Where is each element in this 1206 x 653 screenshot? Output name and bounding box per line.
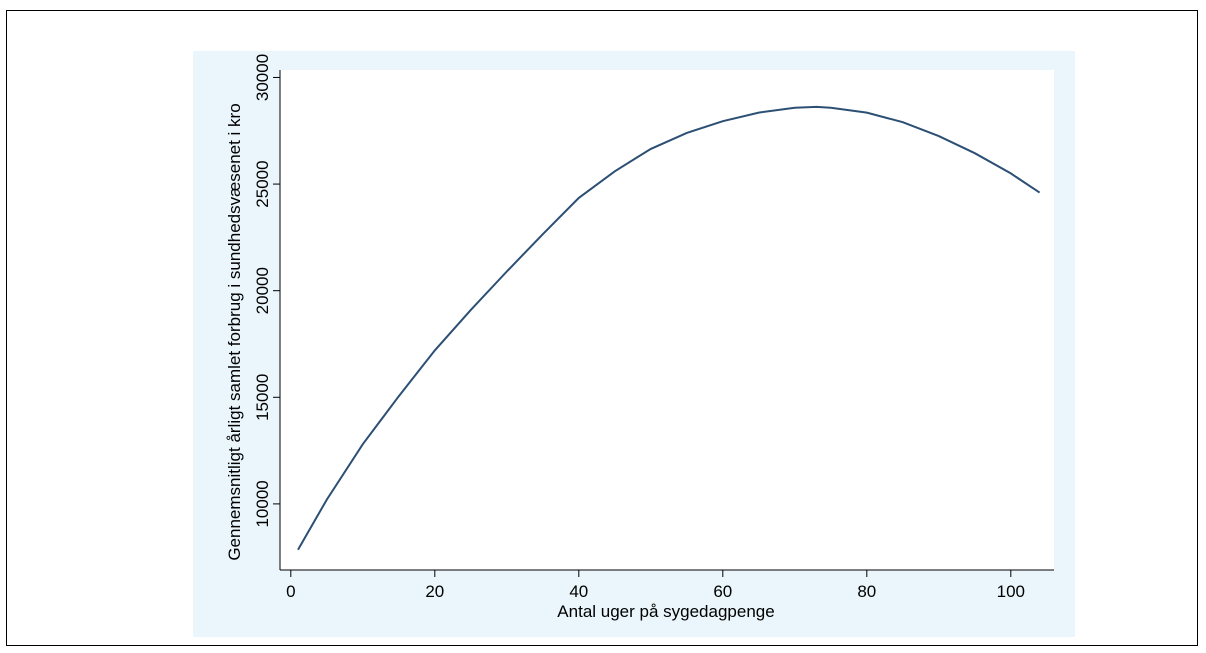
x-tick-label: 80 (857, 582, 876, 601)
x-tick-label: 20 (425, 582, 444, 601)
x-tick-label: 60 (713, 582, 732, 601)
y-tick-label: 15000 (253, 374, 272, 421)
y-tick-label: 30000 (253, 54, 272, 101)
x-axis-label: Antal uger på sygedagpenge (557, 602, 774, 621)
y-tick-label: 10000 (253, 480, 272, 527)
x-tick-label: 0 (286, 582, 295, 601)
x-tick-label: 100 (997, 582, 1025, 601)
series-line (297, 105, 1041, 551)
y-axis-label: Gennemsnitligt årligt samlet forbrug i s… (225, 103, 244, 560)
x-tick-label: 40 (569, 582, 588, 601)
y-tick-label: 20000 (253, 267, 272, 314)
plot-area (280, 70, 1054, 570)
y-tick-label: 25000 (253, 160, 272, 207)
